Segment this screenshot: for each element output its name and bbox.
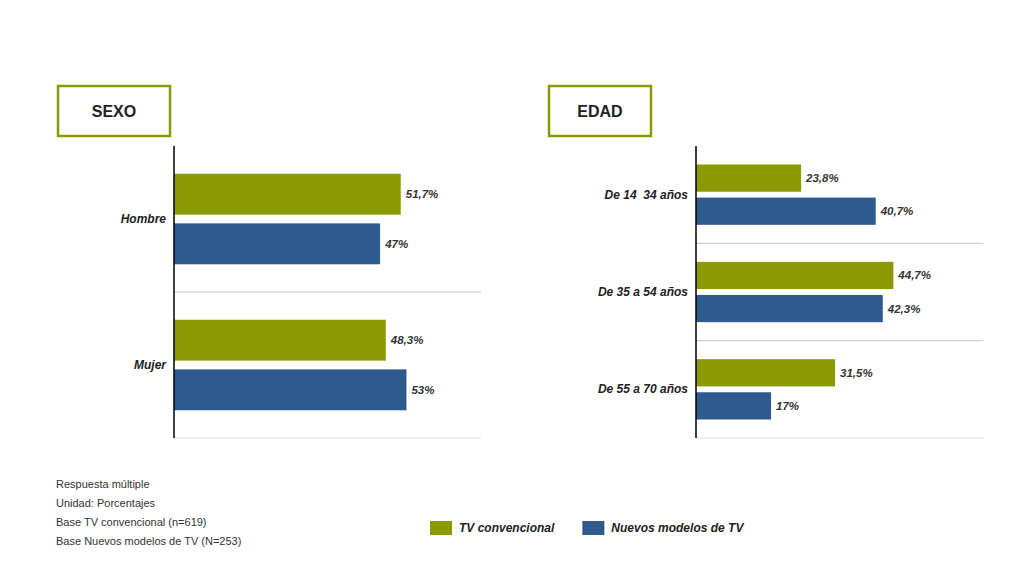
data-label: 48,3%	[390, 334, 424, 346]
bar	[696, 164, 801, 191]
bar	[696, 359, 835, 386]
labels: 23,8% 40,7% De 14 34 años 44,7% 42,3% De 35 a…	[598, 172, 931, 412]
legend-label: Nuevos modelos de TV	[611, 521, 744, 535]
bar	[174, 223, 380, 264]
data-label: 53%	[411, 384, 434, 396]
legend: TV convencional Nuevos modelos de TV	[430, 521, 744, 535]
annotation: Base Nuevos modelos de TV (N=253)	[56, 535, 241, 547]
legend-swatch	[430, 521, 452, 535]
group-separator	[696, 340, 983, 341]
title-box	[58, 86, 170, 136]
annotation: Respuesta múltiple	[56, 478, 150, 490]
bar	[696, 198, 876, 225]
range-line	[174, 438, 481, 439]
data-label: 51,7%	[406, 188, 439, 200]
category-label: Hombre	[121, 212, 167, 226]
title: SEXO	[92, 103, 136, 120]
bar	[174, 320, 386, 361]
data-label: 17%	[776, 400, 799, 412]
category-label: Mujer	[134, 358, 167, 372]
range-line	[696, 438, 983, 439]
bars	[696, 164, 893, 419]
category-label: De 14 34 años	[605, 188, 689, 202]
bars	[174, 174, 406, 411]
group-separator	[696, 243, 983, 244]
bar	[174, 369, 406, 410]
category-label: De 55 a 70 años	[598, 382, 688, 396]
chart-canvas: SEXO 51,7% 47% Hombre 48,3% 53% Mujer Respuesta…	[0, 0, 1024, 583]
annotation: Unidad: Porcentajes	[56, 497, 156, 509]
group-separator	[174, 292, 481, 293]
data-label: 31,5%	[840, 367, 873, 379]
panel: SEXO 51,7% 47% Hombre 48,3% 53% Mujer	[58, 86, 481, 438]
title: EDAD	[577, 103, 622, 120]
axis-line	[173, 146, 175, 438]
bar	[696, 295, 883, 322]
data-label: 47%	[384, 238, 408, 250]
labels: 51,7% 47% Hombre 48,3% 53% Mujer	[121, 188, 439, 396]
annotation: Base TV convencional (n=619)	[56, 516, 207, 528]
title-box	[549, 86, 651, 136]
data-label: 44,7%	[897, 269, 931, 281]
legend-swatch	[582, 521, 604, 535]
axis-line	[695, 146, 697, 438]
footnote: Respuesta múltiple Unidad: Porcentajes Bas…	[56, 478, 241, 547]
category-label: De 35 a 54 años	[598, 285, 688, 299]
legend-label: TV convencional	[459, 521, 555, 535]
panel: EDAD 23,8% 40,7% De 14 34 años 44,7% 42,3% De …	[549, 86, 983, 438]
data-label: 40,7%	[880, 205, 914, 217]
bar	[174, 174, 401, 215]
data-label: 42,3%	[887, 303, 921, 315]
bar	[696, 262, 893, 289]
data-label: 23,8%	[805, 172, 839, 184]
bar	[696, 392, 771, 419]
page: {"chart_data": [ {"type": "bar", "orient…	[0, 0, 1024, 583]
